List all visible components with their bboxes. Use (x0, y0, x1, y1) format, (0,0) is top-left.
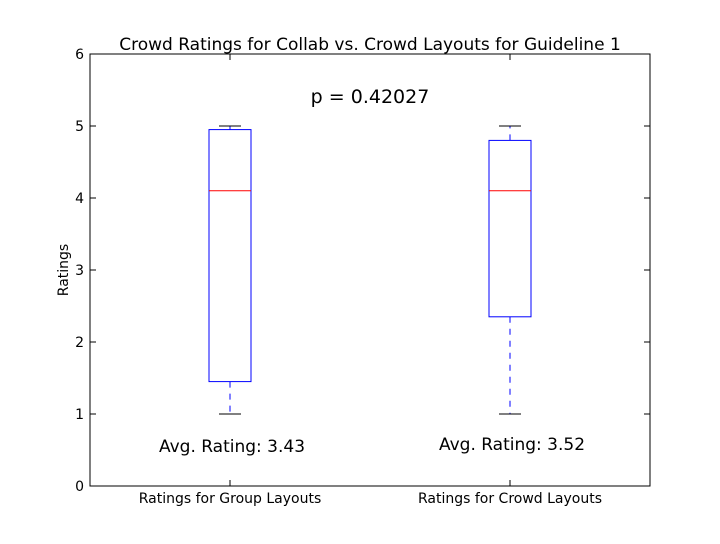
y-tick-label: 2 (75, 335, 84, 351)
axis-ticks: 0 1 2 3 4 5 6 Ratings for Group Layouts Ratings … (75, 47, 650, 507)
box-iqr (208, 129, 252, 383)
y-axis-label: Ratings (56, 244, 72, 296)
boxes: Avg. Rating: 3.43 Avg. Rating: 3.52 (159, 125, 585, 457)
plot-area (89, 53, 651, 487)
average-rating-label: Avg. Rating: 3.43 (159, 437, 305, 457)
y-tick-label: 6 (75, 47, 84, 63)
box-iqr (488, 139, 532, 318)
box-group: Avg. Rating: 3.52 (439, 125, 585, 455)
y-tick-label: 1 (75, 407, 84, 423)
p-value-annotation: p = 0.42027 (311, 86, 430, 108)
box-group: Avg. Rating: 3.43 (159, 125, 305, 457)
y-tick-label: 3 (75, 263, 84, 279)
y-tick-label: 5 (75, 119, 84, 135)
x-tick-label: Ratings for Crowd Layouts (418, 491, 602, 507)
average-rating-label: Avg. Rating: 3.52 (439, 435, 585, 455)
chart-title: Crowd Ratings for Collab vs. Crowd Layou… (119, 35, 621, 55)
y-tick-label: 0 (75, 479, 84, 495)
y-tick-label: 4 (75, 191, 84, 207)
x-tick-label: Ratings for Group Layouts (139, 491, 322, 507)
